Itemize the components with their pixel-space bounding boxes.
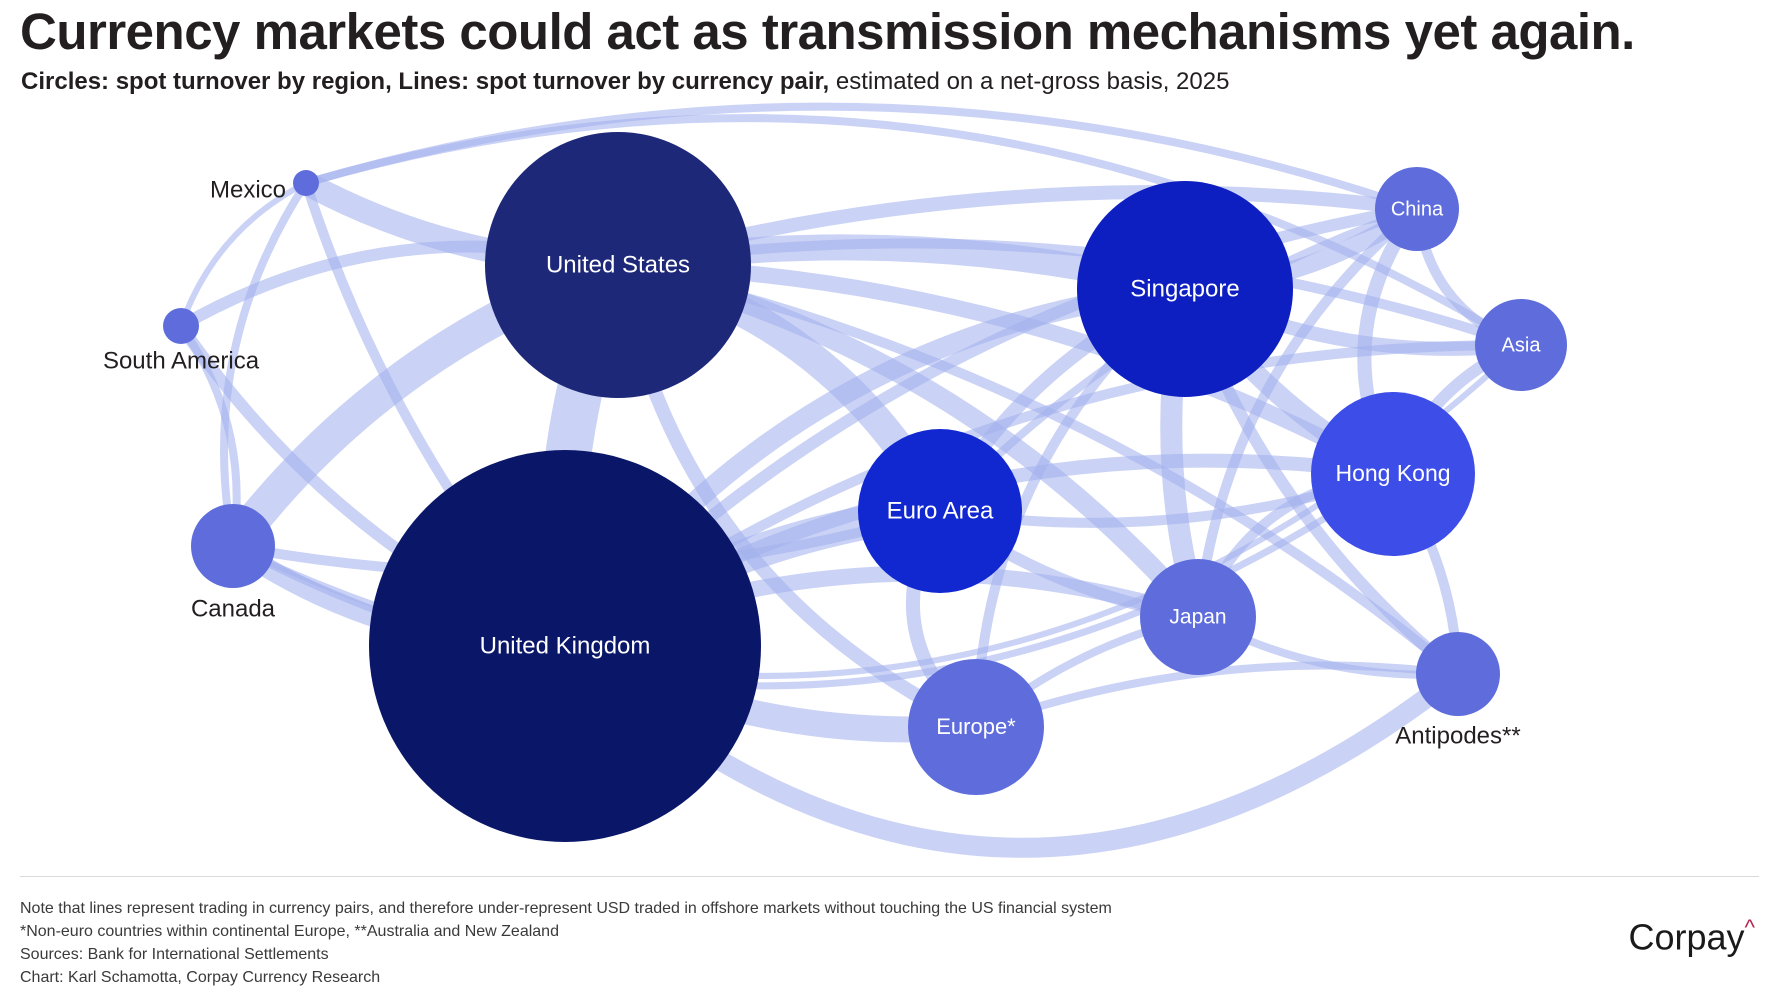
svg-text:Antipodes**: Antipodes** bbox=[1395, 722, 1520, 749]
svg-text:Euro Area: Euro Area bbox=[887, 497, 994, 524]
svg-text:Singapore: Singapore bbox=[1130, 275, 1239, 302]
svg-text:South America: South America bbox=[103, 347, 260, 374]
svg-text:Canada: Canada bbox=[191, 595, 276, 622]
svg-text:Hong Kong: Hong Kong bbox=[1335, 460, 1450, 486]
svg-text:Mexico: Mexico bbox=[210, 176, 286, 203]
svg-text:Asia: Asia bbox=[1502, 334, 1542, 356]
svg-text:Europe*: Europe* bbox=[936, 714, 1016, 739]
svg-text:Japan: Japan bbox=[1169, 606, 1226, 629]
svg-text:United States: United States bbox=[546, 251, 690, 278]
svg-text:China: China bbox=[1391, 198, 1444, 220]
svg-text:United Kingdom: United Kingdom bbox=[480, 632, 651, 659]
